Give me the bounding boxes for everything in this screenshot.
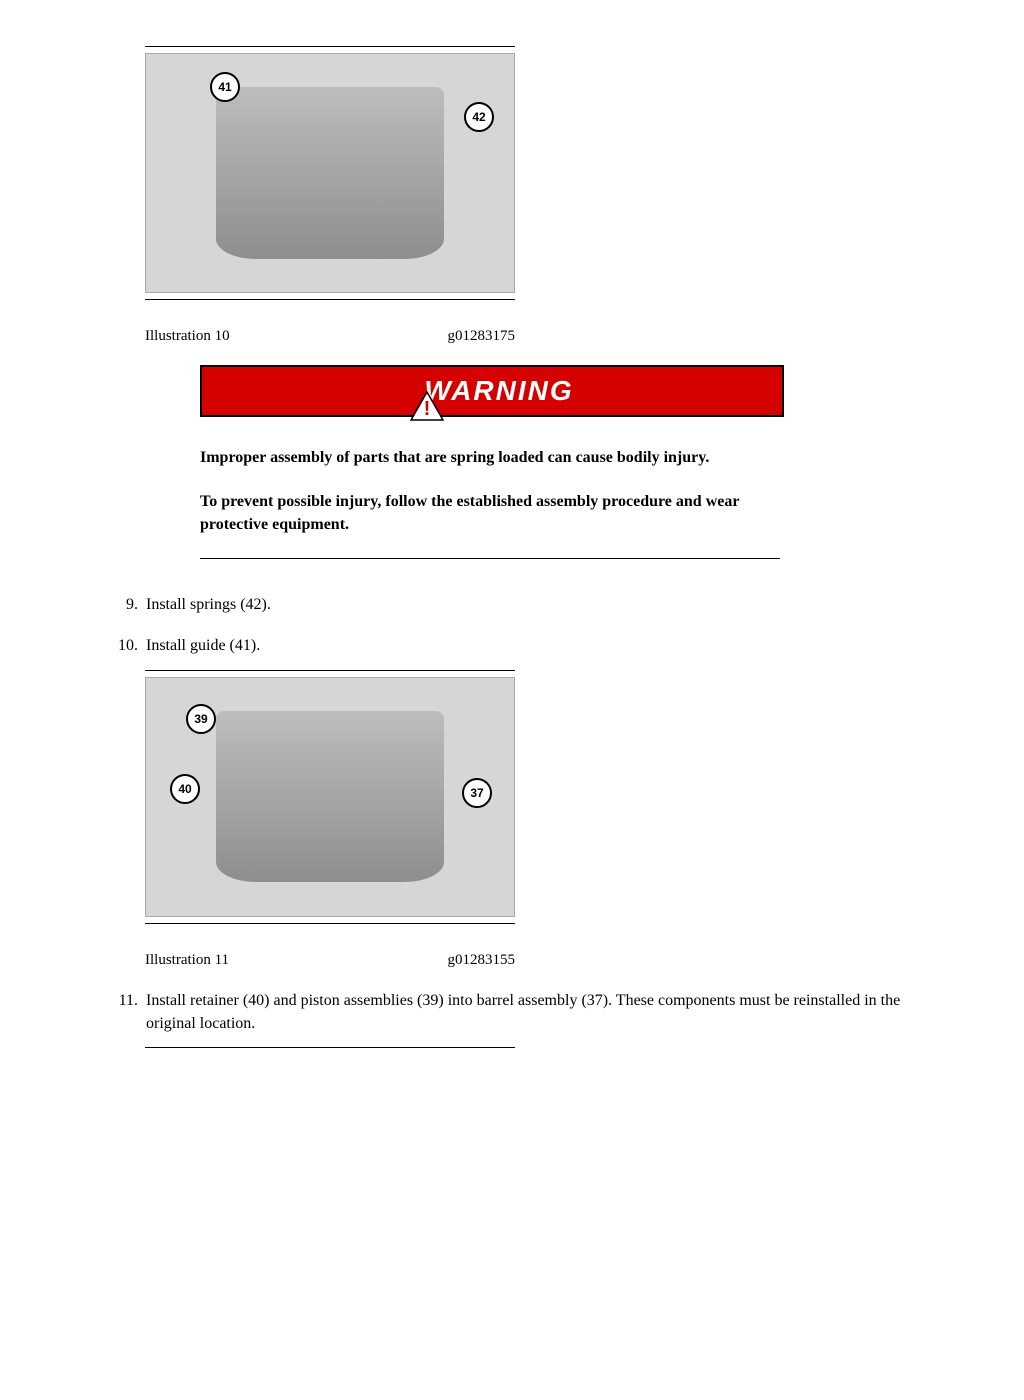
- callout-label: 42: [472, 110, 485, 124]
- part-shape: [216, 87, 444, 258]
- step-number: 10.: [90, 634, 146, 657]
- part-shape: [216, 711, 444, 882]
- warning-banner: ! WARNING: [200, 365, 784, 417]
- figure-rule-bottom: [145, 923, 515, 924]
- figure-2-caption: Illustration 11 g01283155: [145, 952, 515, 969]
- step-list-continued: 11. Install retainer (40) and piston ass…: [90, 989, 934, 1035]
- step-number: 11.: [90, 989, 146, 1035]
- figure-rule-bottom: [145, 299, 515, 300]
- figure-rule-top: [145, 670, 515, 671]
- figure-2-image: 39 40 37: [145, 677, 515, 917]
- callout-label: 39: [194, 712, 207, 726]
- figure-1-image: 41 42: [145, 53, 515, 293]
- step-9: 9. Install springs (42).: [90, 593, 934, 616]
- callout-label: 37: [470, 786, 483, 800]
- figure-rule-top: [145, 46, 515, 47]
- step-11: 11. Install retainer (40) and piston ass…: [90, 989, 934, 1035]
- svg-text:!: !: [424, 398, 431, 420]
- warning-rule: [200, 558, 780, 559]
- figure-rule-top: [145, 1047, 515, 1048]
- step-10: 10. Install guide (41).: [90, 634, 934, 657]
- callout-40: 40: [170, 774, 200, 804]
- callout-37: 37: [462, 778, 492, 808]
- figure-1-caption: Illustration 10 g01283175: [145, 328, 515, 345]
- callout-39: 39: [186, 704, 216, 734]
- image-id: g01283175: [448, 328, 516, 345]
- callout-label: 40: [178, 782, 191, 796]
- callout-42: 42: [464, 102, 494, 132]
- step-number: 9.: [90, 593, 146, 616]
- warning-banner-text: WARNING: [424, 375, 573, 407]
- warning-para-2: To prevent possible injury, follow the e…: [200, 491, 780, 536]
- illustration-label: Illustration 10: [145, 328, 230, 345]
- illustration-label: Illustration 11: [145, 952, 229, 969]
- image-id: g01283155: [448, 952, 516, 969]
- figure-3-partial: [145, 1047, 515, 1048]
- step-text: Install springs (42).: [146, 593, 934, 616]
- step-text: Install retainer (40) and piston assembl…: [146, 989, 934, 1035]
- step-list: 9. Install springs (42). 10. Install gui…: [90, 593, 934, 657]
- figure-1: 41 42 Illustration 10 g01283175: [145, 46, 515, 345]
- callout-41: 41: [210, 72, 240, 102]
- warning-body: Improper assembly of parts that are spri…: [200, 447, 780, 536]
- figure-2: 39 40 37 Illustration 11 g01283155: [145, 670, 515, 969]
- step-text: Install guide (41).: [146, 634, 934, 657]
- warning-para-1: Improper assembly of parts that are spri…: [200, 447, 780, 469]
- callout-label: 41: [218, 80, 231, 94]
